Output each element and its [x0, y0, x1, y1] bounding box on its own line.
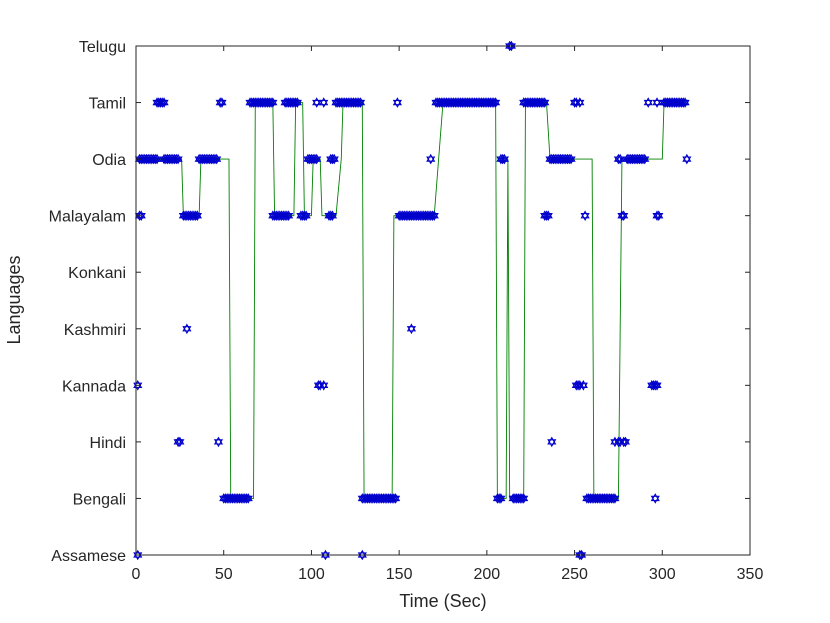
x-tick-label: 0 — [132, 566, 141, 583]
data-point-marker — [429, 210, 439, 221]
data-point-marker — [566, 153, 576, 165]
data-point-marker — [327, 210, 338, 221]
data-point-marker — [192, 210, 202, 221]
data-point-marker — [391, 493, 401, 504]
data-point-marker — [312, 97, 322, 108]
data-point-marker — [357, 549, 367, 561]
x-tick-label: 350 — [737, 566, 764, 583]
axes — [135, 45, 751, 556]
x-tick-label: 50 — [215, 566, 233, 583]
data-point-marker — [159, 97, 169, 108]
data-point-marker — [355, 97, 366, 108]
data-point-marker — [268, 97, 278, 108]
data-point-marker — [575, 97, 585, 108]
data-point-marker — [519, 493, 529, 504]
data-point-marker — [301, 210, 311, 221]
y-tick-label: Malayalam — [49, 209, 126, 226]
data-point-marker — [292, 97, 302, 108]
data-point-marker — [543, 210, 553, 221]
data-point-marker — [643, 97, 653, 108]
data-point-marker — [506, 40, 517, 52]
data-point-marker — [652, 97, 662, 108]
data-point-marker — [499, 153, 509, 165]
marker-layer — [133, 40, 692, 561]
data-point-marker — [175, 436, 185, 448]
x-tick-label: 250 — [561, 566, 588, 583]
data-point-marker — [682, 153, 692, 165]
data-point-marker — [392, 97, 402, 108]
data-point-marker — [619, 210, 629, 221]
data-point-marker — [654, 210, 664, 221]
data-point-marker — [652, 380, 662, 391]
x-axis-label: Time (Sec) — [399, 591, 486, 611]
x-tick-label: 150 — [386, 566, 413, 583]
data-point-marker — [329, 153, 339, 165]
data-point-marker — [319, 380, 329, 391]
data-point-marker — [650, 493, 660, 504]
x-tick-label: 100 — [298, 566, 325, 583]
tick-labels: 0 50 100 150 200 250 300 350 Assamese Bengali Hind… — [49, 39, 764, 583]
y-tick-label: Hindi — [90, 435, 126, 452]
data-point-marker — [491, 97, 501, 108]
data-point-marker — [680, 97, 690, 108]
data-point-marker — [547, 436, 557, 448]
data-point-marker — [496, 493, 506, 504]
data-point-marker — [217, 97, 227, 108]
data-point-marker — [319, 97, 329, 108]
data-point-marker — [152, 153, 162, 165]
data-point-marker — [243, 493, 253, 504]
x-tick-label: 200 — [474, 566, 501, 583]
y-tick-label: Bengali — [73, 491, 126, 508]
data-point-marker — [540, 97, 550, 108]
data-point-marker — [640, 153, 650, 165]
y-tick-label: Assamese — [51, 548, 126, 565]
y-tick-label: Telugu — [79, 39, 126, 56]
data-point-marker — [213, 436, 224, 448]
data-point-marker — [320, 549, 331, 561]
y-tick-label: Konkani — [68, 265, 126, 282]
y-tick-label: Kannada — [62, 378, 126, 395]
data-point-marker — [620, 436, 631, 448]
y-tick-label: Odia — [92, 152, 126, 169]
data-point-marker — [182, 323, 192, 335]
data-point-marker — [136, 210, 146, 221]
data-point-marker — [426, 153, 436, 165]
data-point-marker — [212, 153, 222, 165]
data-point-marker — [615, 153, 625, 165]
data-point-marker — [173, 153, 183, 165]
x-tick-label: 300 — [649, 566, 676, 583]
data-point-marker — [580, 210, 590, 221]
y-axis-label: Languages — [4, 255, 24, 344]
data-point-marker — [312, 153, 322, 165]
data-point-marker — [406, 323, 417, 335]
data-point-marker — [284, 210, 294, 221]
data-point-marker — [578, 380, 588, 391]
y-tick-label: Tamil — [89, 96, 126, 113]
data-point-marker — [610, 493, 620, 504]
plot-frame — [135, 45, 751, 556]
data-point-marker — [576, 549, 587, 561]
y-tick-label: Kashmiri — [64, 322, 126, 339]
